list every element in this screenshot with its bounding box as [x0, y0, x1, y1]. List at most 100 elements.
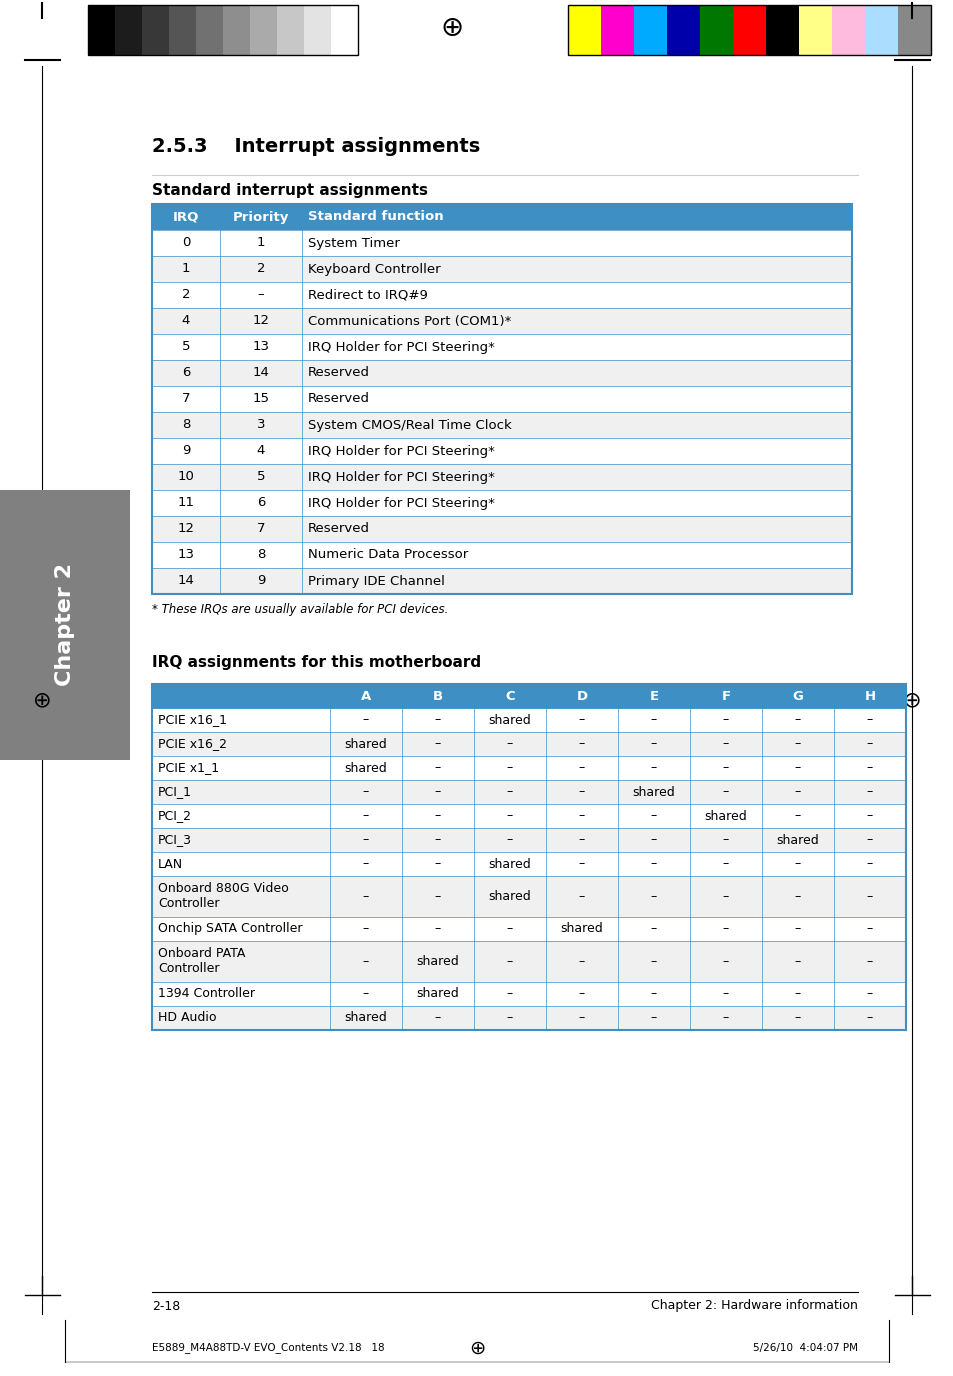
Bar — [401, 1006, 474, 1029]
Text: –: – — [722, 890, 728, 903]
Bar — [761, 852, 833, 877]
Bar — [152, 334, 220, 361]
Text: –: – — [794, 809, 801, 823]
Bar — [833, 916, 905, 941]
Text: –: – — [866, 890, 872, 903]
Bar — [689, 941, 761, 981]
Text: –: – — [650, 809, 657, 823]
Bar — [689, 828, 761, 852]
Text: Communications Port (COM1)*: Communications Port (COM1)* — [308, 315, 511, 327]
Bar — [401, 852, 474, 877]
Bar — [220, 490, 302, 516]
Bar — [152, 755, 330, 780]
Bar — [220, 230, 302, 256]
Bar — [152, 981, 330, 1006]
Bar — [302, 490, 851, 516]
Bar — [152, 828, 330, 852]
Bar — [689, 780, 761, 804]
Text: –: – — [578, 1011, 584, 1024]
Bar — [401, 941, 474, 981]
Text: –: – — [435, 738, 440, 750]
Bar — [152, 568, 220, 594]
Bar — [88, 6, 115, 55]
Text: –: – — [650, 857, 657, 871]
Bar — [689, 804, 761, 828]
Text: shared: shared — [704, 809, 746, 823]
Bar — [833, 732, 905, 755]
Text: Primary IDE Channel: Primary IDE Channel — [308, 575, 444, 588]
Bar — [401, 981, 474, 1006]
Text: –: – — [650, 955, 657, 967]
Text: Keyboard Controller: Keyboard Controller — [308, 263, 440, 275]
Bar — [401, 709, 474, 732]
Bar — [618, 755, 689, 780]
Bar — [545, 804, 618, 828]
Text: –: – — [650, 738, 657, 750]
Bar — [833, 804, 905, 828]
Bar — [799, 6, 831, 55]
Text: PCIE x1_1: PCIE x1_1 — [158, 761, 219, 775]
Text: –: – — [506, 834, 513, 846]
Bar — [220, 411, 302, 438]
Text: –: – — [794, 890, 801, 903]
Bar — [220, 568, 302, 594]
Bar — [152, 852, 330, 877]
Text: 15: 15 — [253, 392, 269, 406]
Text: –: – — [866, 922, 872, 936]
Text: –: – — [866, 786, 872, 798]
Text: –: – — [722, 738, 728, 750]
Bar — [330, 755, 401, 780]
Text: –: – — [794, 738, 801, 750]
Bar — [302, 361, 851, 387]
Text: –: – — [722, 1011, 728, 1024]
Text: shared: shared — [488, 714, 531, 727]
Bar — [618, 941, 689, 981]
Text: –: – — [650, 922, 657, 936]
Text: –: – — [866, 955, 872, 967]
Text: –: – — [722, 761, 728, 775]
Bar — [220, 464, 302, 490]
Bar — [304, 6, 331, 55]
Bar — [223, 6, 250, 55]
Text: Chapter 2: Chapter 2 — [55, 564, 75, 687]
Text: 14: 14 — [177, 575, 194, 588]
Text: 8: 8 — [256, 549, 265, 561]
Bar — [618, 981, 689, 1006]
Bar — [220, 308, 302, 334]
Bar — [618, 916, 689, 941]
Text: F: F — [720, 689, 730, 703]
Bar — [330, 684, 401, 709]
Bar — [152, 282, 220, 308]
Bar — [220, 516, 302, 542]
Bar — [689, 981, 761, 1006]
Text: H: H — [863, 689, 875, 703]
Bar — [833, 1006, 905, 1029]
Bar — [618, 732, 689, 755]
Text: –: – — [578, 786, 584, 798]
Text: –: – — [650, 834, 657, 846]
Bar — [0, 490, 130, 760]
Bar — [330, 1006, 401, 1029]
Bar — [152, 732, 330, 755]
Bar — [689, 852, 761, 877]
Text: Onboard PATA
Controller: Onboard PATA Controller — [158, 947, 245, 976]
Bar — [474, 828, 545, 852]
Bar — [401, 755, 474, 780]
Text: –: – — [362, 890, 369, 903]
Bar — [331, 6, 357, 55]
Bar — [88, 6, 357, 55]
Bar — [618, 852, 689, 877]
Bar — [220, 387, 302, 411]
Text: –: – — [866, 809, 872, 823]
Text: –: – — [362, 922, 369, 936]
Bar — [833, 755, 905, 780]
Text: –: – — [794, 761, 801, 775]
Text: –: – — [866, 761, 872, 775]
Bar — [152, 256, 220, 282]
Bar — [666, 6, 700, 55]
Text: shared: shared — [344, 738, 387, 750]
Text: –: – — [257, 289, 264, 301]
Bar — [761, 1006, 833, 1029]
Text: PCI_2: PCI_2 — [158, 809, 192, 823]
Text: G: G — [792, 689, 802, 703]
